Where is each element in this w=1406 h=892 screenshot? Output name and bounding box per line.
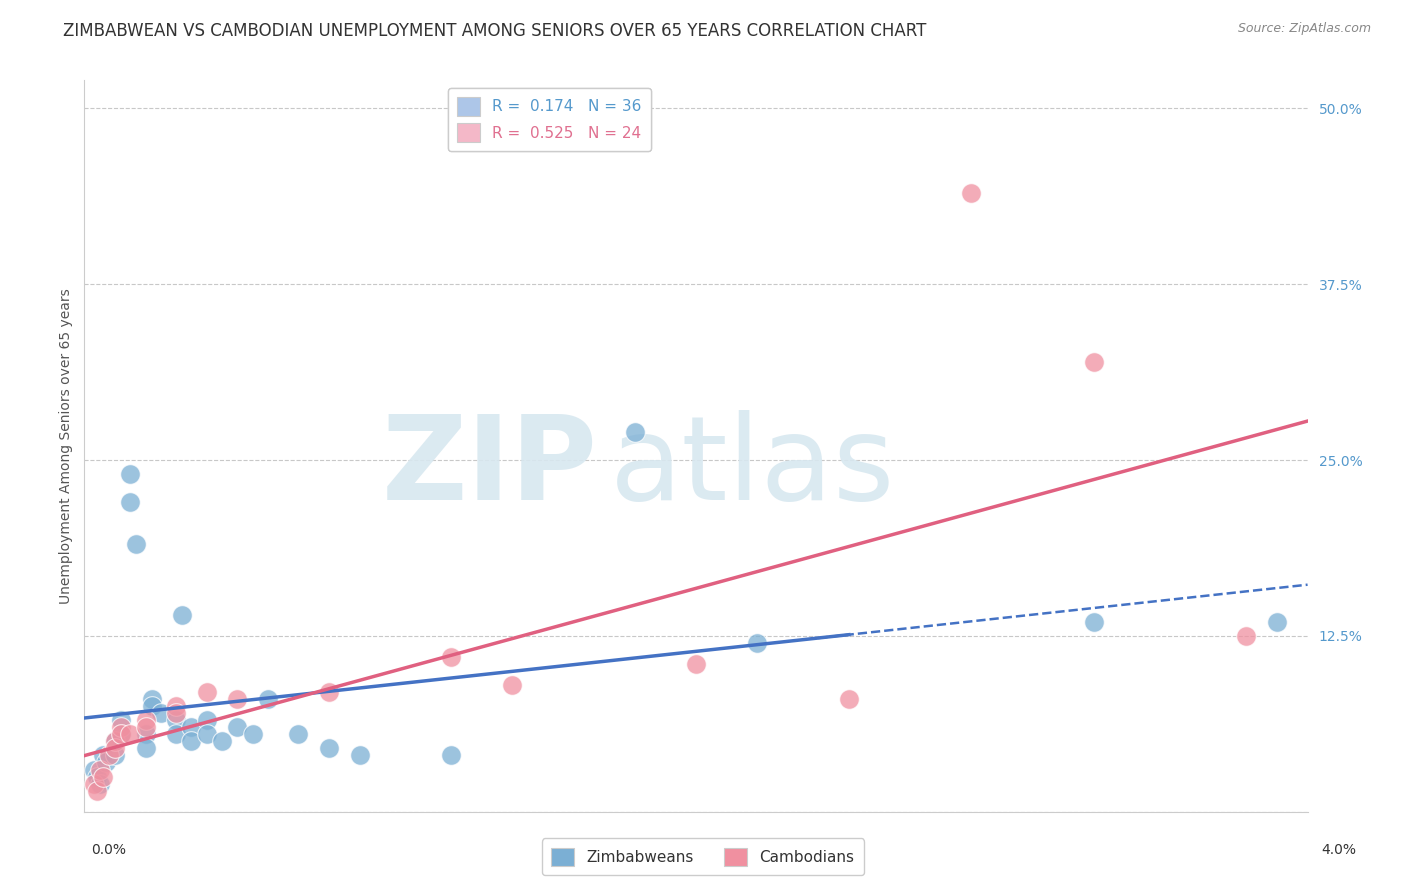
Legend: R =  0.174   N = 36, R =  0.525   N = 24: R = 0.174 N = 36, R = 0.525 N = 24 xyxy=(447,88,651,151)
Point xyxy=(110,720,132,734)
Point xyxy=(94,756,117,770)
Point xyxy=(226,692,249,706)
Point xyxy=(97,748,120,763)
Point xyxy=(141,692,163,706)
Point xyxy=(318,741,340,756)
Text: 0.0%: 0.0% xyxy=(91,843,127,857)
Point xyxy=(1265,615,1288,629)
Text: 4.0%: 4.0% xyxy=(1322,843,1357,857)
Point xyxy=(1083,354,1105,368)
Point xyxy=(165,699,187,714)
Point xyxy=(257,692,280,706)
Point xyxy=(180,720,202,734)
Point xyxy=(120,467,142,482)
Point xyxy=(349,748,371,763)
Point xyxy=(180,734,202,748)
Text: ZIP: ZIP xyxy=(382,410,598,525)
Point xyxy=(440,650,463,665)
Point xyxy=(110,727,132,741)
Point xyxy=(172,607,194,622)
Point xyxy=(104,734,127,748)
Text: ZIMBABWEAN VS CAMBODIAN UNEMPLOYMENT AMONG SENIORS OVER 65 YEARS CORRELATION CHA: ZIMBABWEAN VS CAMBODIAN UNEMPLOYMENT AMO… xyxy=(63,22,927,40)
Point xyxy=(1083,615,1105,629)
Point xyxy=(125,537,148,551)
Point xyxy=(1236,629,1258,643)
Point xyxy=(110,714,132,728)
Point xyxy=(141,699,163,714)
Point xyxy=(624,425,647,439)
Point xyxy=(838,692,860,706)
Point xyxy=(110,727,132,741)
Point xyxy=(120,727,142,741)
Point xyxy=(242,727,264,741)
Point xyxy=(165,714,187,728)
Point xyxy=(86,783,108,797)
Point xyxy=(83,763,105,777)
Point xyxy=(287,727,309,741)
Point xyxy=(86,770,108,784)
Point xyxy=(440,748,463,763)
Point xyxy=(135,720,157,734)
Point xyxy=(135,714,157,728)
Point xyxy=(120,495,142,509)
Point xyxy=(685,657,707,671)
Point xyxy=(83,776,105,790)
Point xyxy=(502,678,524,692)
Point xyxy=(960,186,983,200)
Point xyxy=(149,706,172,721)
Point xyxy=(104,734,127,748)
Point xyxy=(195,685,218,699)
Point xyxy=(104,741,127,756)
Point xyxy=(747,636,769,650)
Point xyxy=(104,748,127,763)
Point xyxy=(91,770,114,784)
Point xyxy=(135,727,157,741)
Legend: Zimbabweans, Cambodians: Zimbabweans, Cambodians xyxy=(543,838,863,875)
Point xyxy=(165,727,187,741)
Point xyxy=(195,727,218,741)
Point xyxy=(91,748,114,763)
Text: Source: ZipAtlas.com: Source: ZipAtlas.com xyxy=(1237,22,1371,36)
Y-axis label: Unemployment Among Seniors over 65 years: Unemployment Among Seniors over 65 years xyxy=(59,288,73,604)
Point xyxy=(195,714,218,728)
Point xyxy=(226,720,249,734)
Text: atlas: atlas xyxy=(610,410,896,525)
Point xyxy=(89,776,111,790)
Point xyxy=(165,706,187,721)
Point xyxy=(211,734,233,748)
Point xyxy=(135,741,157,756)
Point xyxy=(89,763,111,777)
Point xyxy=(318,685,340,699)
